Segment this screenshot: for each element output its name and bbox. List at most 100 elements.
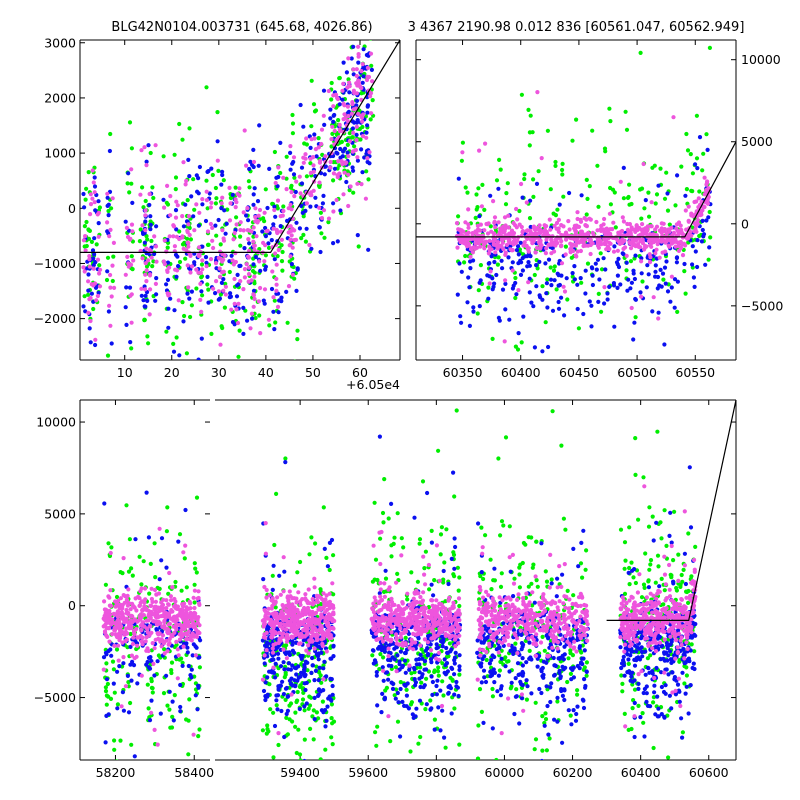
full-seg-a-series-pink-point (118, 632, 123, 637)
zoom-left-series-blue-point (181, 319, 186, 324)
full-seg-b-series-green-point (686, 531, 691, 536)
full-seg-a-series-pink-point (197, 601, 202, 606)
zoom-right-series-pink-point (607, 211, 613, 216)
zoom-left-series-green-point (209, 331, 214, 336)
zoom-right-series-pink-point (679, 227, 684, 232)
full-seg-a-series-blue-point (159, 558, 164, 563)
zoom-left-series-pink-point (251, 239, 256, 244)
full-seg-b-series-green-point (264, 731, 269, 736)
full-seg-b-series-green-point (669, 573, 674, 578)
zoom-right-series-green-point (700, 168, 705, 173)
zoom-left-series-pink-point (105, 191, 110, 196)
full-seg-b-series-green-point (329, 735, 334, 740)
zoom-right-series-green-point (639, 186, 645, 191)
full-seg-a-series-green-point (146, 706, 151, 711)
zoom-right-series-blue-point (477, 304, 482, 309)
zoom-right-series-pink-point (520, 229, 526, 234)
zoom-right-series-green-point (706, 257, 711, 262)
full-seg-b-series-green-point (646, 579, 651, 584)
zoom-right-series-green-point (679, 164, 684, 169)
zoom-right-series-pink-point (556, 217, 562, 222)
zoom-right-series-pink-point (524, 228, 529, 233)
full-seg-b-series-green-point (318, 757, 323, 760)
zoom-right-series-pink-point (508, 247, 513, 252)
full-seg-b-x-tick-label: 60000 (485, 765, 525, 780)
zoom-left-series-blue-point (171, 349, 177, 354)
zoom-right-series-pink-point (583, 237, 588, 242)
zoom-left-series-pink-point (139, 286, 144, 291)
full-seg-b-series-green-point (392, 535, 397, 540)
zoom-left-series-pink-point (238, 220, 243, 225)
zoom-right-series-pink-point (510, 268, 515, 273)
full-seg-b-series-green-point (302, 737, 307, 742)
zoom-left-series-blue-point (86, 272, 91, 277)
full-seg-a-series-pink-point (121, 616, 126, 621)
zoom-right-series-pink-point (648, 255, 653, 260)
full-seg-a-series-pink (101, 526, 202, 747)
zoom-right-series-pink-point (674, 222, 680, 227)
full-seg-b-series-green-point (271, 710, 276, 715)
zoom-right-series-blue-point (615, 285, 620, 290)
zoom-left-series-blue-point (340, 154, 345, 159)
zoom-left-series-green-point (304, 142, 309, 147)
zoom-right-x-tick-label: 60450 (559, 365, 599, 380)
zoom-left-series-blue-point (219, 280, 224, 285)
full-seg-b-series-green-point (315, 783, 319, 787)
full-seg-b-series-green-point (496, 456, 501, 461)
zoom-left-series-pink-point (189, 264, 195, 269)
zoom-left-series-blue-point (105, 195, 110, 200)
zoom-left-series-blue-point (331, 201, 336, 206)
full-seg-b-series-green-point (565, 679, 570, 685)
full-seg-a-series-blue-point (129, 678, 134, 683)
zoom-left-series-blue-point (166, 306, 171, 311)
zoom-right-series-pink-point (659, 239, 664, 244)
full-seg-b-series-green-point (373, 730, 378, 735)
zoom-left-series-pink-point (278, 214, 283, 219)
zoom-left-series-pink-point (251, 304, 256, 309)
zoom-right-series-pink-point (621, 246, 626, 251)
zoom-left-series-blue-point (263, 267, 268, 272)
zoom-right-series-green-point (707, 45, 713, 51)
full-seg-a-series-pink-point (151, 619, 156, 624)
zoom-left-series-pink-point (368, 51, 374, 56)
full-seg-a-series-pink-point (164, 638, 169, 643)
full-seg-a-series-green-point (150, 690, 155, 695)
zoom-left-series-pink-point (204, 198, 209, 203)
zoom-right-series-green-point (553, 159, 558, 165)
full-seg-a-series-pink-point (143, 639, 148, 644)
zoom-right-series-blue-point (468, 259, 473, 264)
full-seg-a-series-pink-point (126, 587, 131, 592)
zoom-left-series-blue-point (217, 296, 222, 301)
full-seg-b-series-green-point (454, 408, 459, 413)
zoom-left-series-pink-point (211, 245, 216, 251)
zoom-right-series-blue-point (459, 320, 464, 325)
zoom-left-series-green-point (267, 323, 272, 328)
zoom-right-series-blue-point (532, 345, 538, 350)
zoom-right-series-blue-point (520, 195, 525, 200)
full-seg-a-series-pink-point (170, 585, 175, 590)
full-seg-a-series-pink-point (160, 633, 165, 638)
zoom-left-series-pink-point (318, 158, 323, 163)
full-seg-a-series-green-point (114, 594, 120, 600)
zoom-right-series-blue-point (564, 276, 569, 281)
zoom-right-series-pink-point (674, 239, 679, 245)
zoom-left-series-blue-point (105, 229, 110, 234)
full-seg-b-series-green-point (307, 694, 312, 699)
zoom-left-series-blue-point (105, 269, 110, 274)
zoom-left-series-green-point (295, 337, 300, 342)
full-seg-b-series-blue-point (322, 546, 327, 552)
zoom-right-series-blue-point (675, 279, 681, 284)
zoom-left-series-pink-point (337, 122, 342, 127)
full-seg-a-series-pink-point (159, 604, 164, 609)
full-seg-b-series-blue-point (290, 648, 295, 653)
zoom-right-series-pink-point (628, 246, 634, 251)
zoom-left-series-green-point (105, 353, 111, 358)
full-seg-a-series-pink-point (116, 658, 121, 663)
full-seg-b-series-green-point (666, 637, 671, 642)
zoom-right-series-pink-point (483, 141, 488, 146)
full-seg-b-series-blue-point (323, 724, 328, 729)
zoom-left-series-pink-point (279, 237, 284, 242)
zoom-right-series-green-point (505, 181, 510, 186)
full-seg-a-series-pink-point (169, 598, 174, 603)
full-seg-a-series-pink-point (119, 628, 124, 634)
